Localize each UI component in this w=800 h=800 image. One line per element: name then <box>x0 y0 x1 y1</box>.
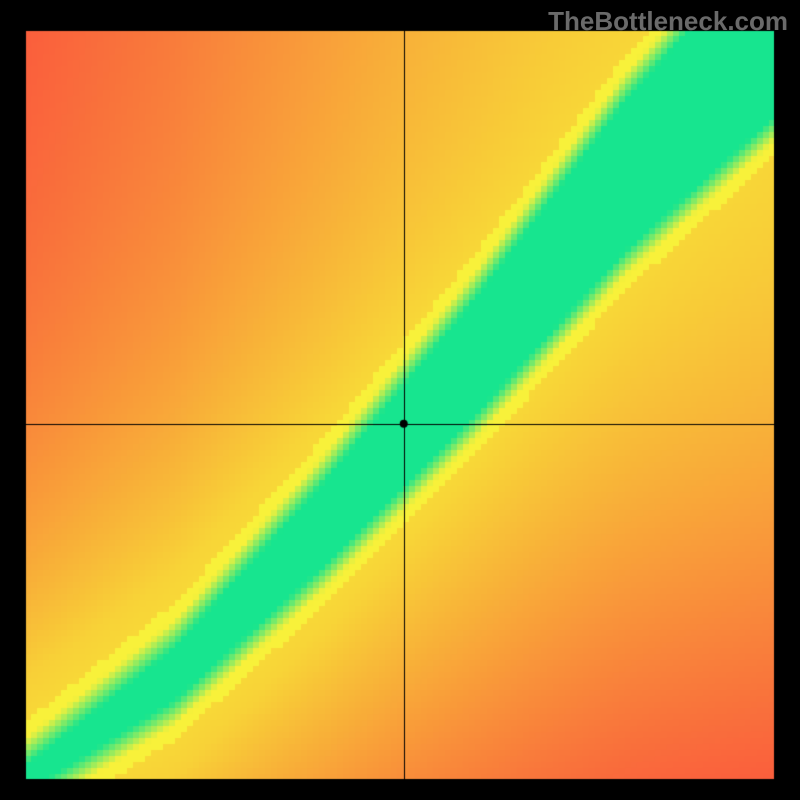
bottleneck-heatmap-canvas <box>0 0 800 800</box>
watermark-text: TheBottleneck.com <box>548 6 788 37</box>
